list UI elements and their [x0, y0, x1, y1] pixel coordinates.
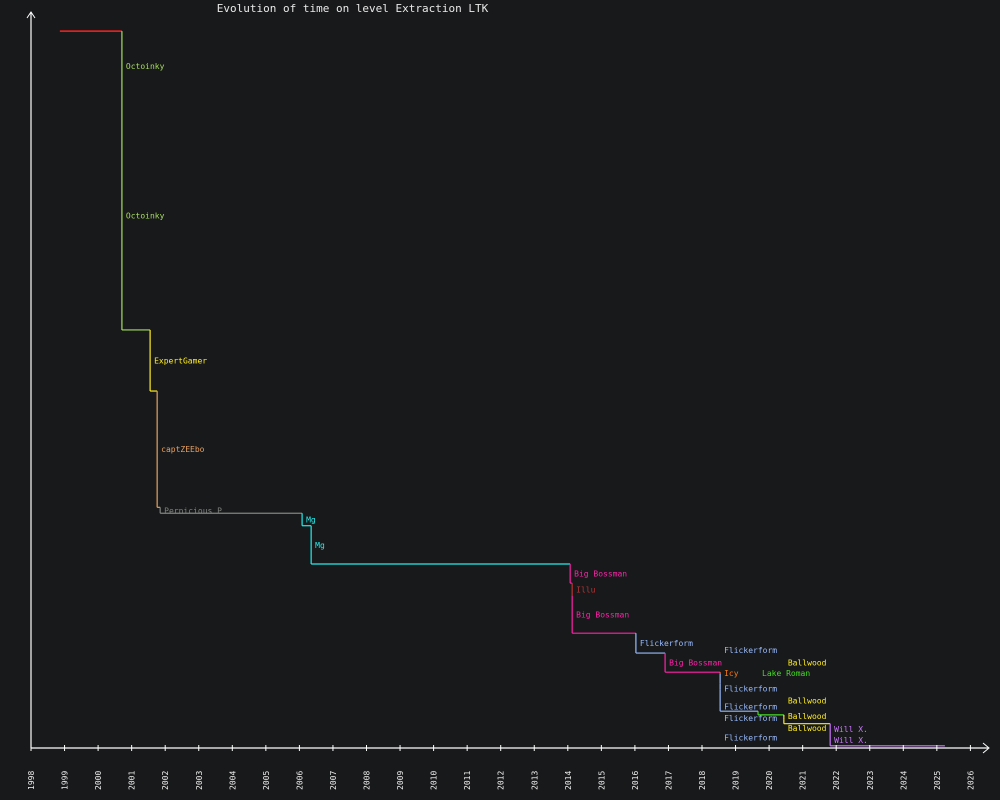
x-tick-label: 2017 [664, 771, 673, 790]
x-tick-label: 2024 [899, 771, 908, 790]
x-tick-label: 1998 [27, 771, 36, 790]
x-tick-label: 2021 [799, 771, 808, 790]
record-holder-label: Big Bossman [574, 570, 627, 579]
x-tick-label: 1999 [61, 771, 70, 790]
record-holder-label: Mg [315, 541, 325, 550]
record-series [59, 30, 945, 747]
x-tick-label: 2000 [94, 771, 103, 790]
x-tick-label: 2004 [228, 771, 237, 790]
record-holder-label: Flickerform [724, 646, 777, 655]
record-holder-label: Icy [724, 669, 739, 678]
record-holder-label: ExpertGamer [154, 356, 207, 365]
x-tick-label: 2007 [329, 771, 338, 790]
x-tick-label: 2015 [597, 771, 606, 790]
y-axis-arrow [26, 11, 36, 19]
record-holder-label: Will X. [834, 725, 868, 734]
record-holder-label: Octoinky [126, 62, 165, 71]
x-tick-label: 2022 [832, 771, 841, 790]
chart-title: Evolution of time on level Extraction LT… [216, 2, 489, 15]
record-holder-label: captZEEbo [161, 445, 205, 454]
x-tick-label: 2016 [631, 771, 640, 790]
axes [26, 11, 990, 754]
x-tick-label: 2013 [530, 771, 539, 790]
record-holder-label: Flickerform [724, 734, 777, 743]
record-holder-label: Flickerform [724, 684, 777, 693]
x-tick-label: 2026 [966, 771, 975, 790]
x-tick-label: 2008 [363, 771, 372, 790]
record-holder-label: Pernicious P [164, 506, 222, 515]
x-tick-label: 2009 [396, 771, 405, 790]
x-tick-label: 2025 [933, 771, 942, 790]
record-labels: Octoinky Octoinky ExpertGamer captZEEbo Pern… [126, 62, 868, 745]
x-tick-label: 2001 [128, 771, 137, 790]
record-holder-label: Octoinky [126, 212, 165, 221]
x-tick-label: 2005 [262, 771, 271, 790]
record-holder-label: Mg [306, 515, 316, 524]
x-tick-label: 2018 [698, 771, 707, 790]
record-holder-label: Illu [576, 585, 595, 594]
x-tick-label: 2003 [195, 771, 204, 790]
x-ticks: 1998 1999 2000 2001 2002 2003 2004 2005 2006 2007… [27, 745, 975, 790]
record-holder-label: Flickerform [724, 703, 777, 712]
x-tick-label: 2020 [765, 771, 774, 790]
x-tick-label: 2006 [295, 771, 304, 790]
record-holder-label: Big Bossman [669, 659, 722, 668]
x-tick-label: 2019 [732, 771, 741, 790]
record-holder-label: Flickerform [724, 714, 777, 723]
record-holder-label: Ballwood [788, 659, 827, 668]
x-tick-label: 2010 [430, 771, 439, 790]
record-holder-label: Lake Roman [762, 669, 810, 678]
record-holder-label: Ballwood [788, 712, 827, 721]
record-holder-label: Will X. [834, 736, 868, 745]
record-holder-label: Flickerform [640, 639, 693, 648]
x-tick-label: 2002 [161, 771, 170, 790]
x-axis-arrow [982, 742, 990, 754]
x-tick-label: 2012 [497, 771, 506, 790]
x-tick-label: 2011 [463, 771, 472, 790]
record-holder-label: Big Bossman [576, 610, 629, 619]
x-tick-label: 2014 [564, 771, 573, 790]
record-holder-label: Ballwood [788, 696, 827, 705]
x-tick-label: 2023 [866, 771, 875, 790]
record-holder-label: Ballwood [788, 724, 827, 733]
